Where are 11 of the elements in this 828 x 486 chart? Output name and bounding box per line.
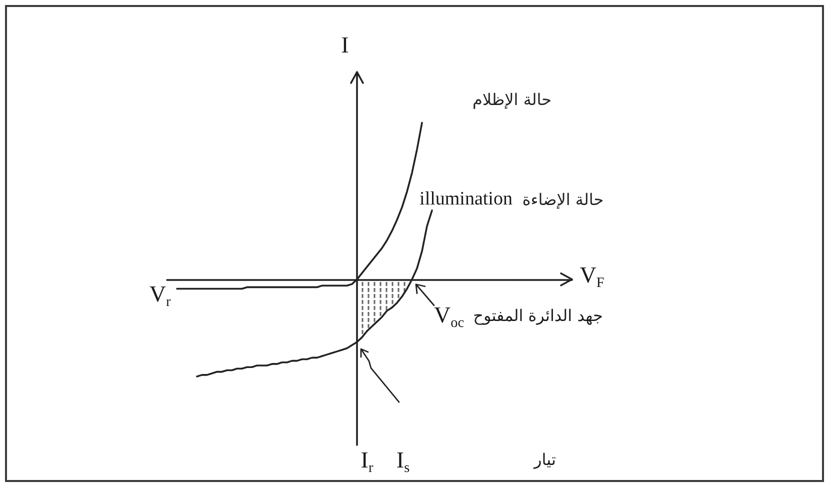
text: I$_{s}$	[396, 448, 410, 476]
text: I$_{r}$	[360, 448, 374, 476]
annotation: جهد الدائرة المفتوح	[473, 306, 603, 325]
annotation: V$_{oc}$	[434, 302, 464, 331]
text: حالة الإظلام	[472, 90, 552, 109]
y-axis-title: I	[341, 32, 349, 58]
annotation: illumination	[420, 188, 512, 210]
x-axis-title: V$_{F}$	[580, 262, 604, 291]
text: حالة الإضاءة	[522, 190, 604, 209]
annotation: V$_{r}$	[149, 282, 171, 310]
text: تيار	[534, 450, 556, 469]
